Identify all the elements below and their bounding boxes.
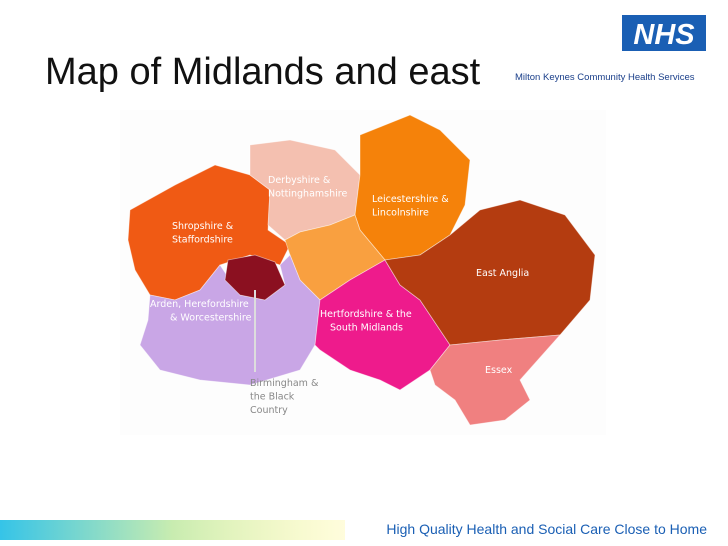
region-label: Nottinghamshire: [268, 189, 347, 200]
region-labels: Derbyshire & Nottinghamshire Leicestershir…: [150, 175, 529, 416]
region-label: Staffordshire: [172, 235, 233, 246]
region-label: Essex: [485, 365, 513, 376]
region-label: Birmingham &: [250, 378, 319, 389]
region-label: the Black: [250, 392, 295, 403]
region: [139, 254, 321, 386]
region: [224, 254, 286, 301]
region-label: Hertfordshire & the: [320, 309, 412, 320]
organisation: Milton Keynes Community Health Services: [515, 72, 695, 83]
region-label: South Midlands: [330, 323, 403, 334]
region-label: Derbyshire &: [268, 175, 331, 186]
logo-box: [622, 15, 706, 51]
region-label: Leicestershire &: [372, 194, 449, 205]
slide-title: Map of Midlands and east: [45, 51, 481, 93]
region-label: Country: [250, 405, 288, 416]
footer-bar: [0, 520, 345, 540]
map: [127, 114, 596, 426]
footer-tagline: High Quality Health and Social Care Clos…: [386, 521, 707, 537]
region-label: & Worcestershire: [170, 313, 252, 324]
region-label: East Anglia: [476, 268, 529, 279]
logo: NHS: [633, 19, 695, 51]
region-label: Arden, Herefordshire: [150, 299, 249, 310]
region: [429, 334, 561, 426]
region-label: Shropshire &: [172, 221, 234, 232]
region-label: Lincolnshire: [372, 208, 429, 219]
region: [384, 199, 596, 346]
